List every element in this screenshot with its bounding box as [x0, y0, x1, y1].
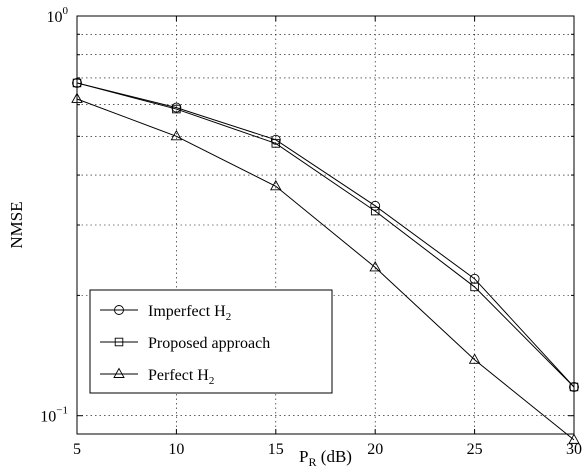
series-line	[76, 82, 575, 388]
data-point	[569, 382, 579, 392]
data-point	[569, 382, 579, 392]
tick-labels: 5 10 15 20 25 30 100 10−1	[40, 5, 582, 458]
y-axis-label: NMSE	[7, 201, 26, 248]
series-line	[76, 98, 575, 441]
axis-ticks	[76, 15, 575, 435]
series-0	[72, 77, 579, 392]
x-tick-label: 15	[268, 441, 284, 458]
legend-item: Imperfect H2	[100, 303, 231, 323]
legend-label: Proposed approach	[148, 335, 270, 352]
data-point	[470, 282, 479, 292]
data-point	[72, 78, 82, 88]
data-point	[370, 200, 381, 211]
legend: Imperfect H2 Proposed approach Perfect H2	[89, 289, 333, 394]
grid	[76, 15, 575, 435]
y-tick-label: 10−1	[40, 405, 68, 426]
series-line	[76, 82, 575, 388]
data-point	[270, 179, 282, 191]
legend-marker	[113, 367, 125, 378]
data-point	[271, 139, 281, 148]
x-tick-label: 30	[566, 441, 582, 458]
series-group	[71, 77, 580, 444]
x-tick-label: 25	[467, 441, 483, 458]
data-point	[172, 104, 181, 114]
y-tick-label: 100	[47, 5, 69, 26]
legend-label: Perfect H2	[148, 367, 214, 387]
data-point	[369, 260, 381, 272]
data-point	[72, 77, 82, 88]
legend-label: Imperfect H2	[148, 303, 231, 323]
data-point	[71, 92, 83, 103]
x-axis-label: PR (dB)	[299, 447, 352, 469]
data-point	[170, 129, 183, 141]
data-point	[468, 353, 481, 364]
series-2	[71, 92, 580, 444]
series-1	[72, 78, 579, 392]
data-point	[370, 206, 380, 216]
x-tick-label: 20	[367, 441, 383, 458]
legend-item: Perfect H2	[100, 367, 214, 387]
data-point	[270, 134, 281, 145]
data-point	[568, 433, 580, 444]
x-tick-label: 10	[168, 441, 184, 458]
legend-marker	[114, 337, 124, 347]
legend-marker	[114, 305, 124, 315]
x-tick-label: 5	[73, 441, 81, 458]
legend-item: Proposed approach	[100, 335, 270, 352]
